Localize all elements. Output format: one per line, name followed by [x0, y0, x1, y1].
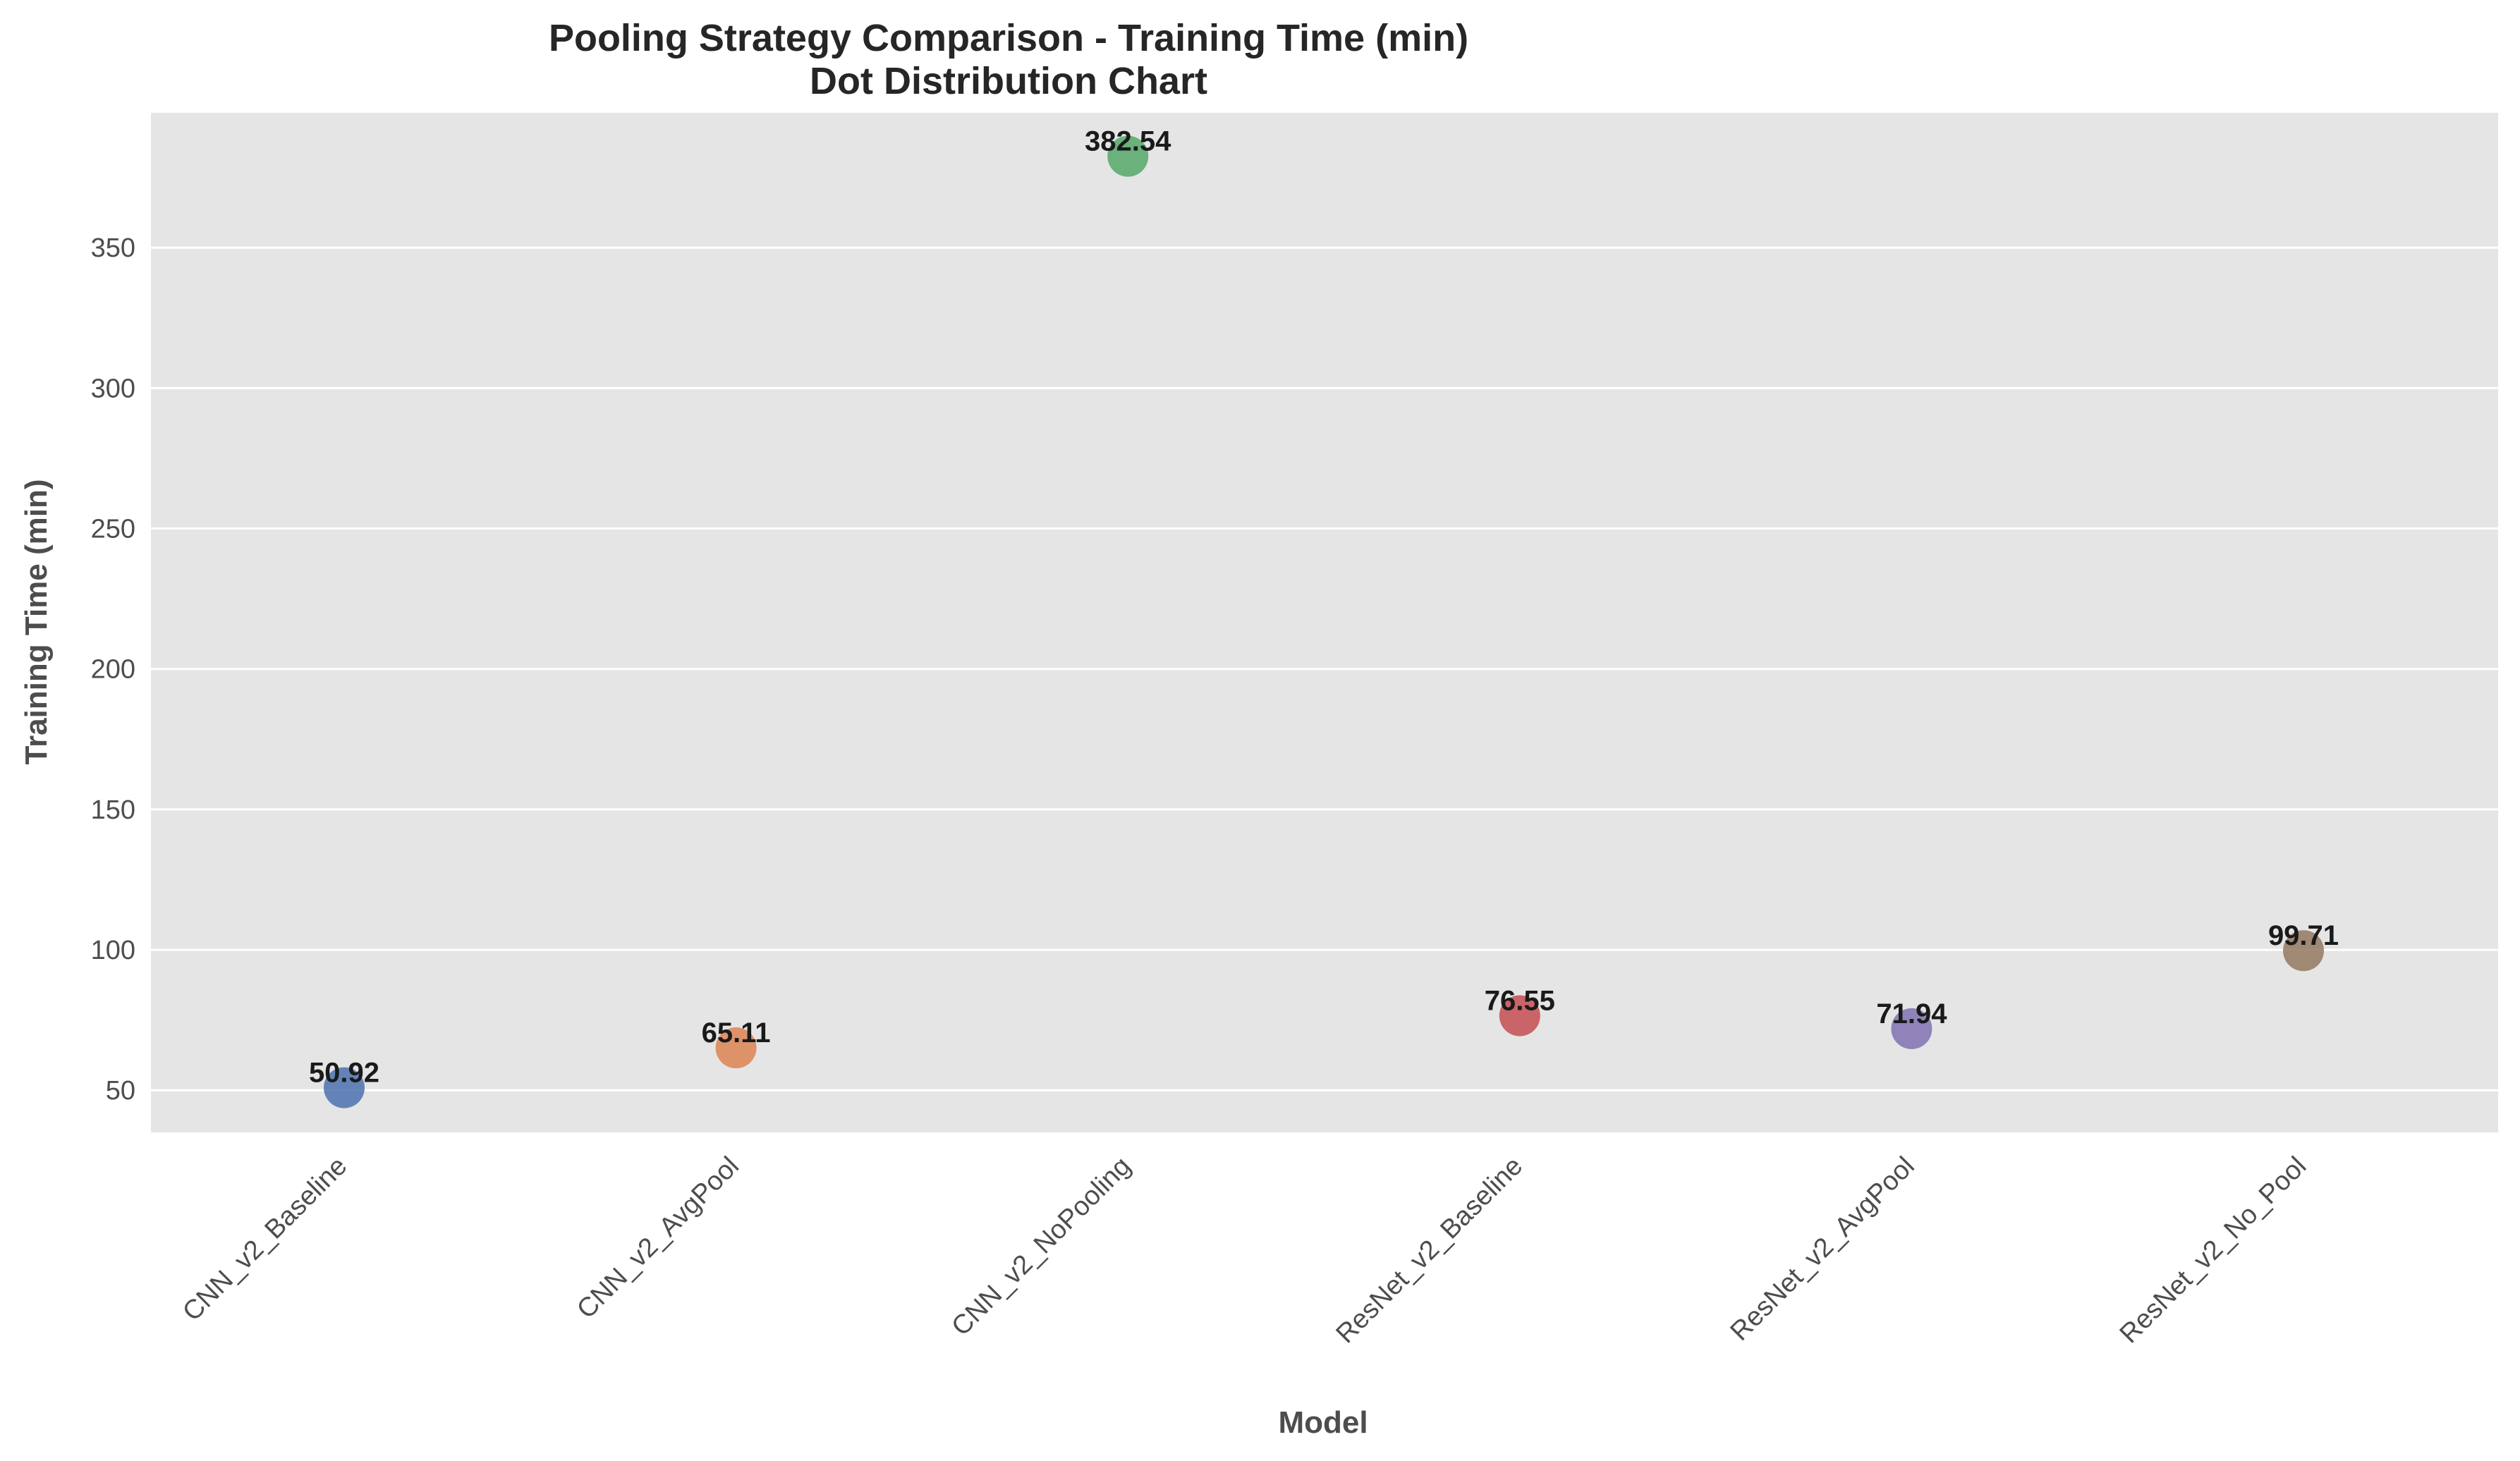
data-points	[324, 135, 2324, 1108]
y-axis-label: Training Time (min)	[19, 479, 54, 764]
grid-lines	[151, 246, 2498, 1092]
data-label: 382.54	[1085, 126, 1171, 157]
data-point	[1499, 995, 1540, 1037]
y-tick-label: 250	[91, 515, 135, 544]
data-label: 99.71	[2268, 920, 2339, 951]
data-point	[715, 1027, 757, 1069]
data-labels: 50.92 65.11 382.54 76.55 71.94 99.71	[309, 126, 2339, 1089]
y-tick-label: 350	[91, 233, 135, 263]
data-point	[1107, 135, 1149, 177]
chart-title: Pooling Strategy Comparison - Training T…	[549, 17, 1468, 59]
data-label: 71.94	[1876, 998, 1947, 1029]
chart-subtitle: Dot Distribution Chart	[810, 60, 1207, 102]
y-tick-label: 50	[106, 1076, 135, 1106]
data-label: 76.55	[1485, 985, 1555, 1016]
data-label: 50.92	[309, 1058, 379, 1089]
data-point	[1891, 1008, 1932, 1049]
y-tick-label: 200	[91, 655, 135, 685]
plot-area	[151, 113, 2498, 1132]
data-point	[2283, 930, 2324, 972]
y-tick-label: 300	[91, 374, 135, 403]
data-point	[324, 1067, 365, 1108]
y-tick-label: 100	[91, 936, 135, 965]
y-tick-label: 150	[91, 795, 135, 825]
x-axis-label: Model	[1278, 1405, 1368, 1440]
data-label: 65.11	[702, 1017, 771, 1049]
y-tick-labels: 50 100 150 200 250 300 350	[91, 233, 135, 1106]
